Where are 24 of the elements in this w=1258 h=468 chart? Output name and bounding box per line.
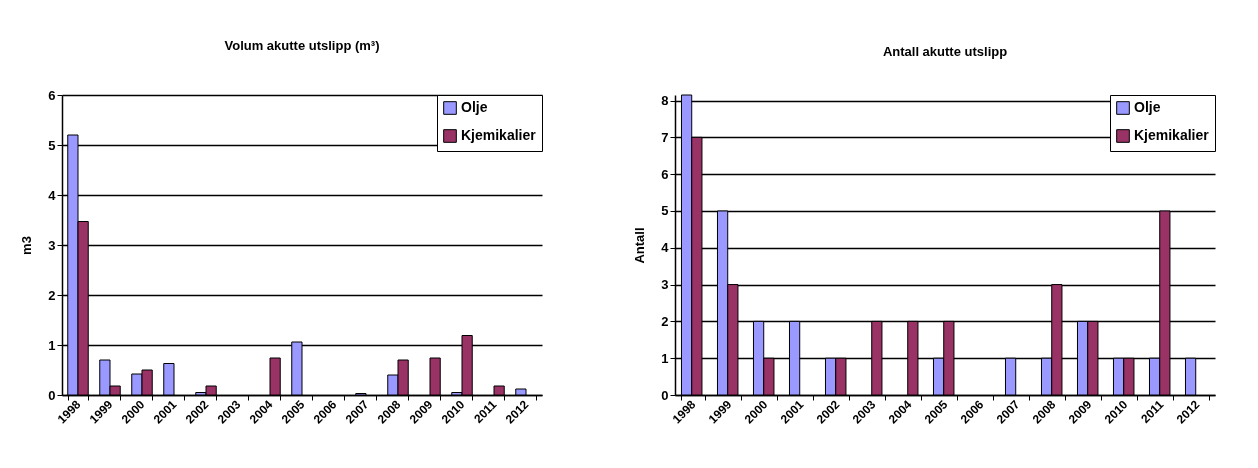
y-tick-label: 6: [48, 87, 56, 103]
y-tick-label: 1: [48, 337, 56, 353]
y-tick-label: 0: [48, 387, 56, 403]
y-tick-label: 3: [661, 277, 669, 293]
y-tick-label: 1: [661, 350, 669, 366]
y-tick-label: 5: [48, 137, 56, 153]
y-tick-label: 0: [661, 387, 669, 403]
y-tick-label: 4: [48, 187, 57, 203]
y-tick-label: 7: [661, 129, 669, 145]
y-tick-label: 6: [661, 166, 669, 182]
y-tick-label: 4: [661, 240, 670, 256]
legend-label: Kjemikalier: [461, 127, 537, 143]
y-tick-label: 2: [48, 287, 56, 303]
legend-label: Olje: [461, 99, 488, 115]
y-axis-title: m3: [19, 236, 35, 255]
y-tick-label: 2: [661, 313, 669, 329]
y-axis-title: Antall: [632, 227, 648, 264]
legend-label: Kjemikalier: [1134, 127, 1210, 143]
y-tick-label: 3: [48, 237, 56, 253]
y-tick-label: 5: [661, 203, 669, 219]
chart-title: Volum akutte utslipp (m³): [224, 38, 380, 53]
y-tick-label: 8: [661, 93, 669, 109]
chart-title: Antall akutte utslipp: [882, 43, 1008, 59]
legend-label: Olje: [1134, 99, 1161, 115]
